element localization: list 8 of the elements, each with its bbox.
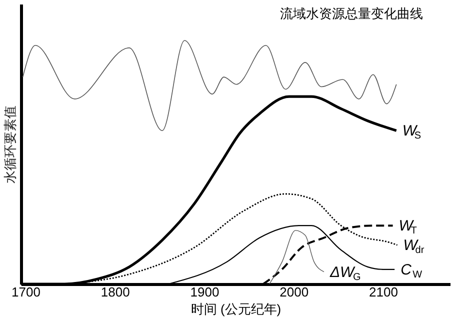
x-tick-label: 2000 <box>280 284 309 300</box>
y-axis-title: 水循环要素值 <box>2 106 18 184</box>
x-tick-label: 1700 <box>12 284 40 300</box>
x-tick-label: 1800 <box>100 284 130 300</box>
text: 流域水资源总量变化曲线 <box>280 6 424 22</box>
x-axis-title: 时间 (公元纪年) <box>190 302 282 316</box>
x-tick-label: 2100 <box>369 284 398 300</box>
x-tick-label: 1900 <box>190 284 220 300</box>
